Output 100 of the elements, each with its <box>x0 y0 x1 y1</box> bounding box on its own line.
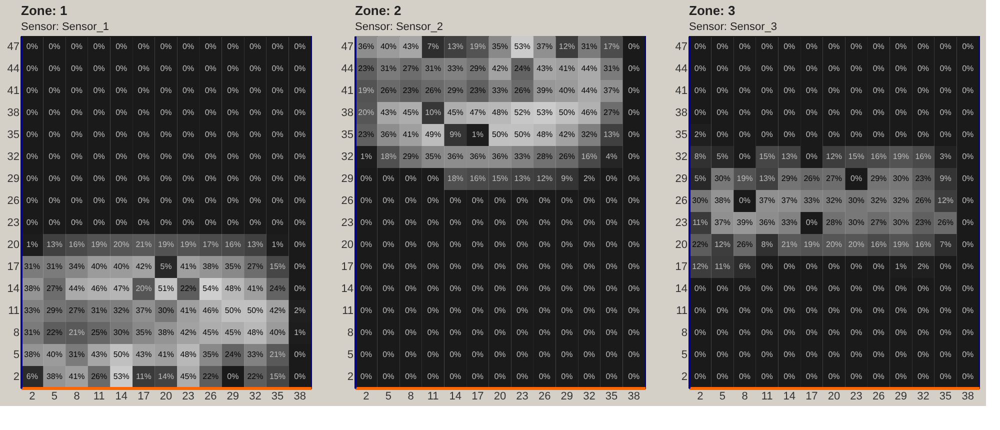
data-label: 0% <box>26 218 38 227</box>
data-label: 33% <box>447 64 464 73</box>
data-label: 38% <box>24 350 40 359</box>
data-label: 27% <box>68 306 85 315</box>
data-label: 0% <box>138 196 150 205</box>
data-label: 0% <box>917 42 930 51</box>
data-label: 20% <box>848 240 864 249</box>
data-label: 54% <box>202 284 219 293</box>
data-label: 0% <box>716 328 728 337</box>
data-label: 0% <box>761 86 773 95</box>
data-label: 26% <box>804 174 820 183</box>
data-label: 0% <box>450 350 462 359</box>
data-label: 30% <box>158 306 174 315</box>
data-label: 0% <box>895 372 907 381</box>
y-tick-label: 38 <box>341 107 354 119</box>
data-label: 0% <box>450 284 462 293</box>
data-label: 0% <box>917 350 930 359</box>
data-label: 43% <box>91 350 108 359</box>
data-label: 21% <box>136 240 152 249</box>
data-label: 0% <box>182 174 194 183</box>
data-label: 0% <box>249 42 262 51</box>
data-label: 0% <box>272 42 284 51</box>
data-label: 0% <box>48 108 60 117</box>
data-label: 0% <box>716 64 728 73</box>
data-label: 46% <box>202 306 219 315</box>
data-label: 0% <box>93 42 105 51</box>
data-label: 0% <box>93 152 105 161</box>
data-label: 0% <box>227 108 239 117</box>
data-label: 0% <box>516 240 528 249</box>
data-label: 0% <box>70 152 83 161</box>
data-label: 0% <box>427 284 439 293</box>
chart-subtitle: Sensor: Sensor_2 <box>355 21 444 33</box>
data-label: 0% <box>494 196 506 205</box>
y-tick-label: 26 <box>341 195 354 207</box>
data-label: 0% <box>828 86 840 95</box>
data-label: 0% <box>606 350 618 359</box>
y-tick-label: 44 <box>341 63 354 75</box>
data-label: 0% <box>382 350 394 359</box>
data-label: 0% <box>738 152 751 161</box>
data-label: 0% <box>940 108 952 117</box>
data-label: 0% <box>828 328 840 337</box>
data-label: 0% <box>628 240 640 249</box>
data-label: 0% <box>116 218 128 227</box>
data-label: 0% <box>872 64 884 73</box>
data-label: 48% <box>492 108 508 117</box>
data-label: 36% <box>492 152 508 161</box>
data-label: 0% <box>272 152 284 161</box>
data-label: 0% <box>962 328 974 337</box>
y-tick-label: 26 <box>675 195 688 207</box>
data-label: 0% <box>850 350 862 359</box>
data-label: 0% <box>872 108 884 117</box>
data-label: 0% <box>850 284 862 293</box>
data-label: 30% <box>892 174 909 183</box>
data-label: 8% <box>761 240 773 249</box>
data-label: 0% <box>716 306 728 315</box>
data-label: 26% <box>425 86 442 95</box>
data-label: 0% <box>249 174 262 183</box>
x-tick-label: 38 <box>962 390 974 402</box>
x-tick-label: 14 <box>449 390 462 402</box>
data-label: 0% <box>872 86 884 95</box>
data-label: 40% <box>380 42 396 51</box>
data-label: 0% <box>962 240 974 249</box>
data-label: 0% <box>26 86 38 95</box>
data-label: 0% <box>404 350 417 359</box>
data-label: 0% <box>606 372 618 381</box>
data-label: 32% <box>892 196 909 205</box>
y-tick-label: 2 <box>681 371 688 383</box>
data-label: 0% <box>716 42 728 51</box>
data-label: 0% <box>26 152 38 161</box>
data-label: 0% <box>806 152 818 161</box>
data-label: 0% <box>227 372 239 381</box>
data-label: 0% <box>784 130 796 139</box>
data-label: 0% <box>138 218 150 227</box>
data-label: 0% <box>738 284 751 293</box>
data-label: 0% <box>561 262 573 271</box>
data-label: 13% <box>514 174 530 183</box>
data-label: 0% <box>494 350 506 359</box>
data-label: 19% <box>892 240 909 249</box>
data-label: 18% <box>380 152 396 161</box>
x-tick-label: 32 <box>583 390 596 402</box>
data-label: 37% <box>714 218 730 227</box>
y-tick-label: 41 <box>341 85 354 97</box>
data-label: 35% <box>492 42 508 51</box>
data-label: 53% <box>536 108 553 117</box>
data-label: 38% <box>46 372 62 381</box>
data-label: 16% <box>68 240 85 249</box>
data-label: 0% <box>628 42 640 51</box>
data-label: 0% <box>249 196 262 205</box>
data-label: 0% <box>606 306 618 315</box>
x-tick-label: 35 <box>605 390 618 402</box>
data-label: 36% <box>358 42 374 51</box>
data-label: 45% <box>402 108 419 117</box>
data-label: 1% <box>26 240 38 249</box>
data-label: 42% <box>180 328 196 337</box>
data-label: 19% <box>736 174 753 183</box>
y-tick-label: 5 <box>347 349 354 361</box>
data-label: 0% <box>360 174 372 183</box>
data-label: 29% <box>781 174 798 183</box>
data-label: 19% <box>91 240 108 249</box>
data-label: 45% <box>202 328 219 337</box>
